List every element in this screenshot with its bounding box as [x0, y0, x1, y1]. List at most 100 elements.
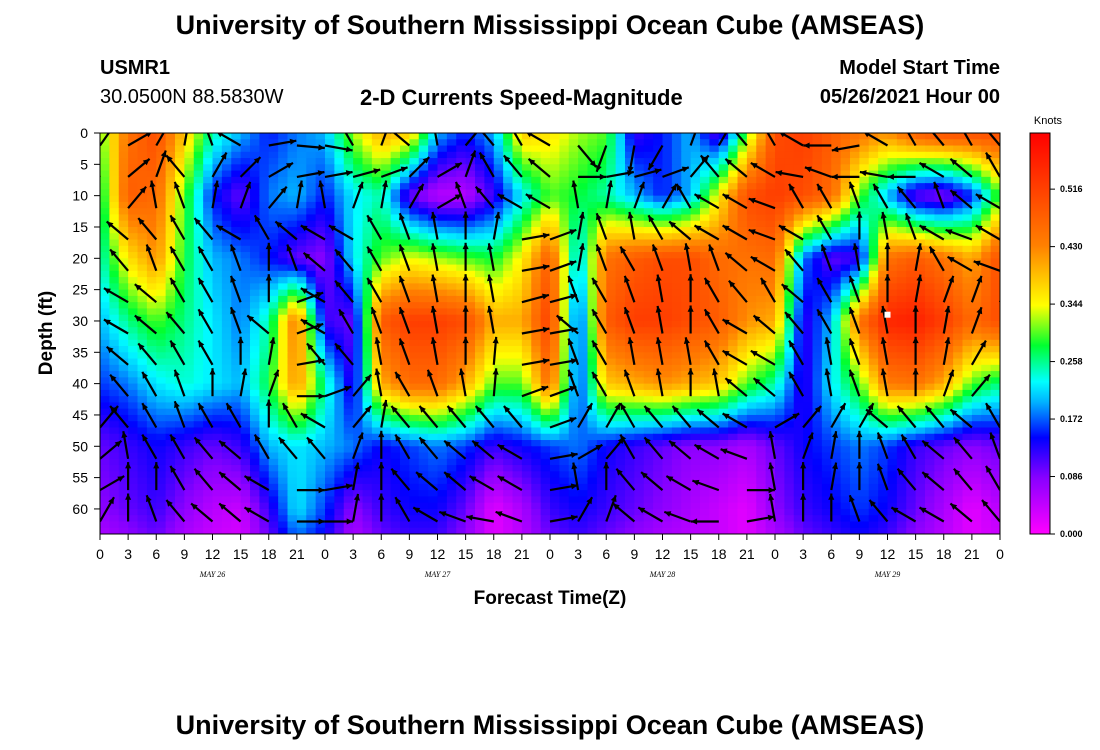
- heatmap-cell: [700, 346, 710, 353]
- heatmap-cell: [559, 333, 570, 341]
- heatmap-cell: [503, 333, 514, 341]
- heatmap-cell: [934, 408, 945, 416]
- heatmap-cell: [943, 383, 954, 391]
- heatmap-cell: [793, 201, 804, 209]
- heatmap-cell: [231, 339, 242, 347]
- heatmap-cell: [840, 189, 851, 197]
- heatmap-cell: [334, 133, 345, 140]
- heatmap-cell: [306, 364, 317, 372]
- heatmap-cell: [653, 233, 664, 241]
- heatmap-cell: [765, 308, 776, 316]
- heatmap-cell: [718, 320, 729, 328]
- heatmap-cell: [400, 208, 410, 216]
- heatmap-cell: [662, 371, 673, 378]
- heatmap-cell: [484, 133, 495, 140]
- heatmap-cell: [634, 452, 645, 460]
- heatmap-cell: [146, 389, 157, 397]
- heatmap-cell: [559, 245, 570, 253]
- heatmap-cell: [221, 283, 232, 291]
- heatmap-cell: [100, 352, 110, 360]
- heatmap-cell: [418, 283, 429, 291]
- heatmap-cell: [296, 201, 307, 209]
- heatmap-cell: [512, 151, 523, 159]
- heatmap-cell: [165, 189, 176, 197]
- heatmap-cell: [728, 339, 739, 347]
- heatmap-cell: [887, 389, 898, 397]
- heatmap-cell: [728, 270, 739, 278]
- heatmap-cell: [250, 264, 260, 272]
- heatmap-cell: [428, 408, 439, 416]
- heatmap-cell: [175, 396, 185, 404]
- heatmap-cell: [606, 427, 617, 435]
- heatmap-cell: [409, 308, 420, 316]
- heatmap-cell: [231, 308, 242, 316]
- heatmap-cell: [578, 440, 589, 447]
- heatmap-cell: [981, 320, 992, 328]
- heatmap-cell: [343, 214, 354, 222]
- heatmap-cell: [315, 308, 326, 316]
- heatmap-cell: [709, 158, 720, 165]
- heatmap-cell: [118, 302, 129, 310]
- heatmap-cell: [606, 270, 617, 278]
- heatmap-cell: [100, 421, 110, 429]
- heatmap-cell: [259, 352, 270, 360]
- heatmap-cell: [700, 233, 710, 241]
- heatmap-cell: [550, 327, 560, 335]
- heatmap-cell: [606, 208, 617, 216]
- heatmap-cell: [887, 252, 898, 259]
- heatmap-cell: [784, 245, 795, 253]
- heatmap-cell: [568, 295, 579, 303]
- heatmap-cell: [971, 158, 982, 165]
- heatmap-cell: [887, 333, 898, 341]
- heatmap-cell: [887, 327, 898, 335]
- heatmap-cell: [840, 264, 851, 272]
- heatmap-cell: [662, 452, 673, 460]
- heatmap-cell: [634, 352, 645, 360]
- heatmap-cell: [475, 320, 485, 328]
- heatmap-cell: [193, 421, 204, 429]
- heatmap-cell: [296, 383, 307, 391]
- heatmap-cell: [971, 133, 982, 140]
- heatmap-cell: [906, 408, 917, 416]
- heatmap-cell: [409, 252, 420, 259]
- heatmap-cell: [925, 333, 935, 341]
- heatmap-cell: [821, 402, 832, 410]
- heatmap-cell: [240, 277, 251, 284]
- heatmap-cell: [362, 339, 373, 347]
- heatmap-cell: [521, 408, 532, 416]
- heatmap-cell: [718, 201, 729, 209]
- heatmap-cell: [578, 183, 589, 190]
- heatmap-cell: [896, 339, 907, 347]
- heatmap-cell: [775, 327, 785, 335]
- heatmap-cell: [925, 427, 935, 435]
- heatmap-cell: [268, 289, 279, 297]
- heatmap-cell: [268, 214, 279, 222]
- heatmap-cell: [775, 295, 785, 303]
- heatmap-cell: [540, 214, 551, 222]
- heatmap-cell: [615, 408, 626, 416]
- heatmap-cell: [962, 239, 973, 247]
- heatmap-cell: [625, 201, 635, 209]
- heatmap-cell: [156, 295, 167, 303]
- heatmap-cell: [578, 239, 589, 247]
- heatmap-cell: [268, 452, 279, 460]
- heatmap-cell: [953, 364, 964, 372]
- heatmap-cell: [681, 277, 692, 284]
- heatmap-cell: [681, 327, 692, 335]
- heatmap-cell: [353, 214, 364, 222]
- heatmap-cell: [831, 440, 842, 447]
- heatmap-cell: [503, 346, 514, 353]
- heatmap-cell: [484, 151, 495, 159]
- heatmap-cell: [784, 408, 795, 416]
- heatmap-cell: [259, 245, 270, 253]
- heatmap-cell: [756, 302, 767, 310]
- heatmap-cell: [728, 139, 739, 147]
- heatmap-cell: [868, 352, 879, 360]
- heatmap-cell: [493, 402, 504, 410]
- heatmap-cell: [362, 139, 373, 147]
- heatmap-cell: [971, 164, 982, 172]
- heatmap-cell: [784, 145, 795, 153]
- heatmap-cell: [428, 302, 439, 310]
- heatmap-cell: [578, 358, 589, 366]
- heatmap-cell: [756, 226, 767, 234]
